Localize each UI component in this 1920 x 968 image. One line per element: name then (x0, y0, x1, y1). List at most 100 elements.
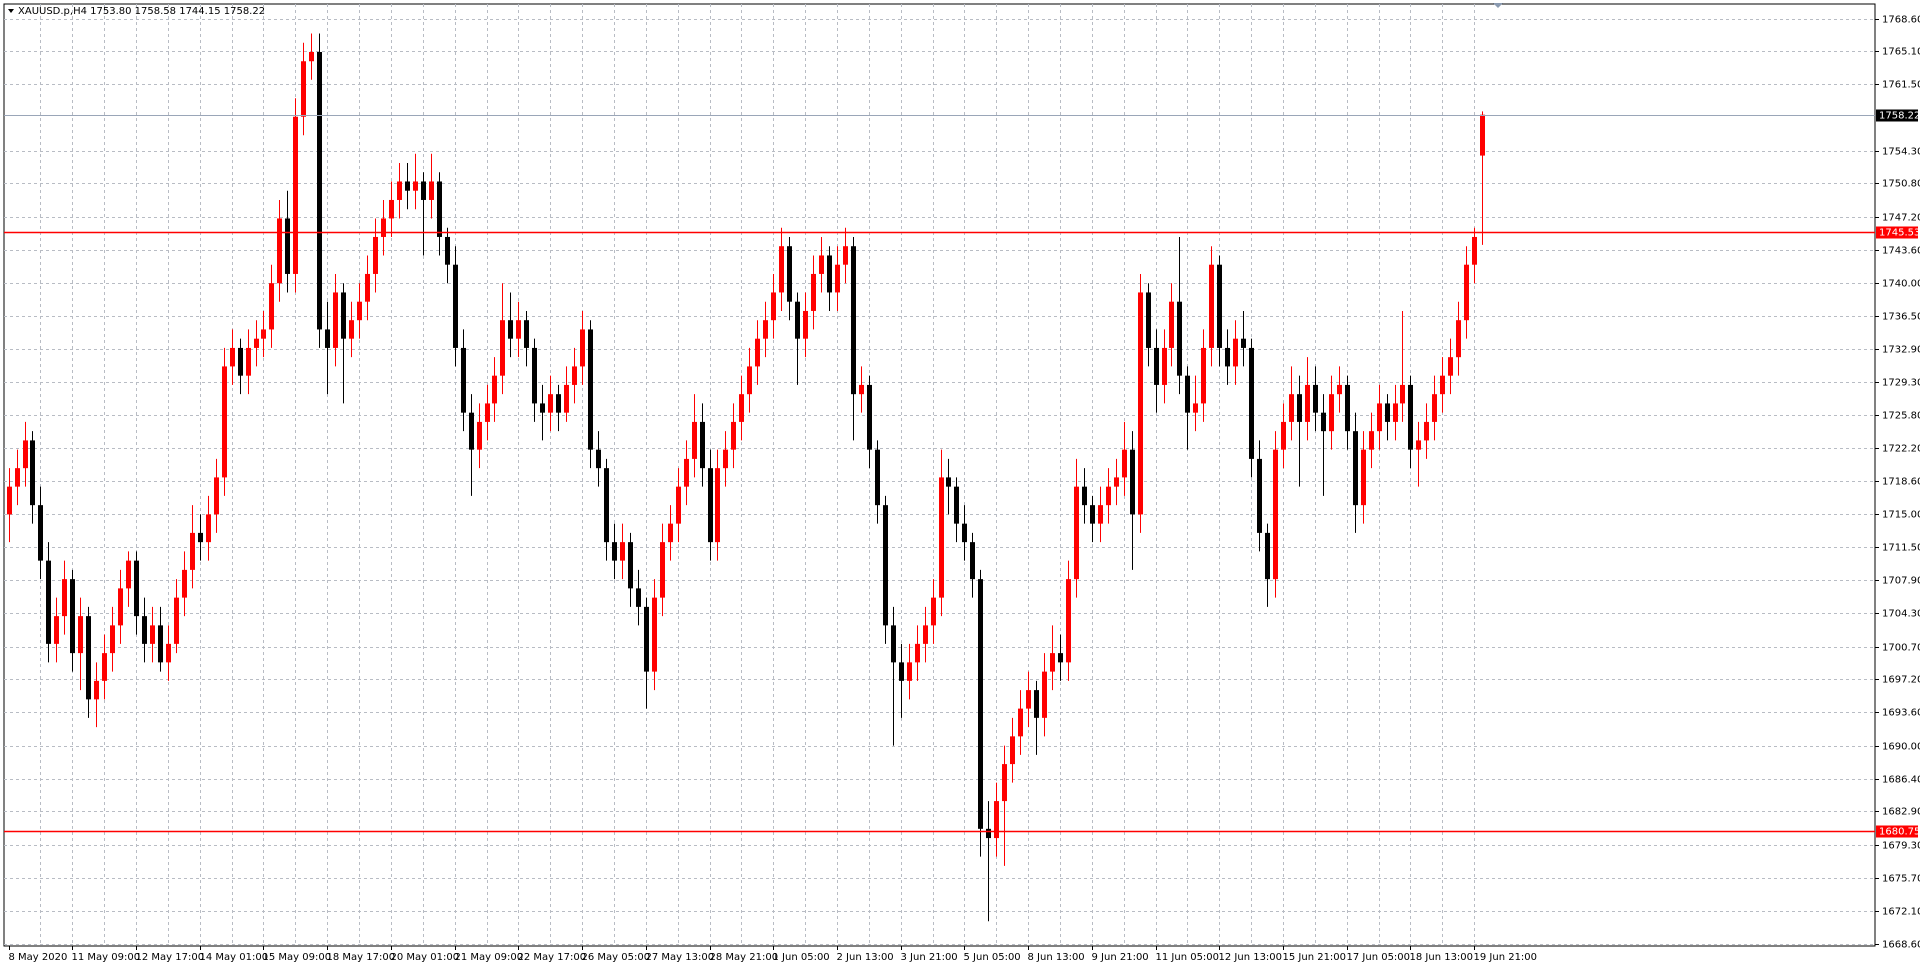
candle-body (708, 468, 713, 543)
candle-body (1010, 736, 1015, 765)
candle-body (1154, 347, 1159, 385)
candle-body (1329, 394, 1334, 432)
candle-body (1138, 292, 1143, 515)
candle-body (962, 523, 967, 543)
candle-body (206, 514, 211, 543)
candle-body (1090, 505, 1095, 524)
y-tick-label: 1715.00 (1882, 510, 1920, 521)
candle-body (612, 542, 617, 561)
candle-body (1193, 403, 1198, 413)
x-tick-label: 8 Jun 13:00 (1028, 952, 1085, 963)
candle-body (1130, 449, 1135, 515)
candle-body (1337, 384, 1342, 395)
candle-body (580, 329, 585, 367)
candle-body (1289, 394, 1294, 422)
grid: 1668.60 1672.10 1675.70 1679.30 1682.90 1686.… (4, 4, 1920, 963)
candle-body (859, 384, 864, 395)
x-tick-label: 20 May 01:00 (391, 952, 460, 963)
candle-body (516, 320, 521, 339)
candle-body (875, 449, 880, 506)
candle-body (1361, 449, 1366, 506)
y-tick-label: 1732.90 (1882, 345, 1920, 356)
candle-body (946, 477, 951, 487)
x-tick-label: 11 Jun 05:00 (1156, 952, 1220, 963)
candle-body (23, 440, 28, 469)
candle-body (978, 579, 983, 829)
candle-body (46, 560, 51, 644)
candle-body (1034, 690, 1039, 718)
y-tick-label: 1686.40 (1882, 775, 1920, 786)
candle-body (731, 421, 736, 450)
candle-body (277, 218, 282, 284)
candle-body (190, 532, 195, 570)
candle-body (755, 338, 760, 367)
candle-body (142, 616, 147, 644)
candle-body (230, 347, 235, 367)
candle-body (660, 542, 665, 598)
candle-body (867, 384, 872, 450)
candle-body (811, 273, 816, 311)
menu-arrow[interactable] (8, 9, 14, 13)
candle-body (1082, 486, 1087, 506)
candle-body (986, 828, 991, 839)
candle-body (1408, 384, 1413, 450)
candle-body (739, 394, 744, 422)
candle-body (1042, 671, 1047, 718)
candle-body (1162, 347, 1167, 385)
y-tick-label: 1675.70 (1882, 874, 1920, 885)
candle-body (954, 486, 959, 524)
x-tick-label: 22 May 17:00 (518, 952, 587, 963)
candle-body (572, 366, 577, 385)
candle-body (1257, 458, 1262, 533)
x-tick-label: 26 May 05:00 (582, 952, 651, 963)
candle-body (365, 273, 370, 302)
candle-body (413, 181, 418, 191)
x-tick-label: 15 Jun 21:00 (1283, 952, 1347, 963)
y-tick-label: 1697.20 (1882, 675, 1920, 686)
x-tick-label: 11 May 09:00 (72, 952, 141, 963)
candle-body (1456, 320, 1461, 358)
candle-body (357, 301, 362, 321)
candle-body (532, 347, 537, 404)
candle-body (15, 468, 20, 487)
candle-body (1377, 403, 1382, 432)
candle-body (94, 680, 99, 700)
candle-body (301, 61, 306, 117)
candle-body (787, 246, 792, 302)
shift-marker[interactable] (1493, 3, 1503, 8)
candle-body (1114, 477, 1119, 487)
candle-body (1066, 579, 1071, 663)
y-tick-label: 1672.10 (1882, 907, 1920, 918)
candle-body (1464, 264, 1469, 321)
overlay: 1745.53 1680.75 1758.22 (4, 109, 1920, 838)
candle-body (222, 366, 227, 478)
x-tick-label: 15 May 09:00 (263, 952, 332, 963)
x-tick-label: 1 Jun 05:00 (773, 952, 830, 963)
candle-body (652, 597, 657, 672)
candle-body (437, 181, 442, 237)
candle-body (588, 329, 593, 450)
y-tick-label: 1722.20 (1882, 444, 1920, 455)
candle-body (843, 246, 848, 265)
candle-body (166, 643, 171, 663)
level-label-box (1876, 825, 1918, 838)
candle-body (723, 449, 728, 469)
candle-body (1448, 357, 1453, 376)
candle-body (1106, 486, 1111, 506)
candle-body (915, 643, 920, 663)
y-tick-label: 1679.30 (1882, 841, 1920, 852)
y-tick-label: 1768.60 (1882, 15, 1920, 26)
candle-body (134, 560, 139, 617)
candle-body (1313, 384, 1318, 413)
candle-body (62, 579, 67, 617)
candle-body (485, 403, 490, 422)
candle-body (1185, 375, 1190, 413)
y-tick-label: 1754.30 (1882, 147, 1920, 158)
y-tick-label: 1718.60 (1882, 477, 1920, 488)
candle-body (1400, 384, 1405, 404)
candle-body (1201, 347, 1206, 404)
candle-body (508, 320, 513, 339)
y-tick-label: 1700.70 (1882, 643, 1920, 654)
